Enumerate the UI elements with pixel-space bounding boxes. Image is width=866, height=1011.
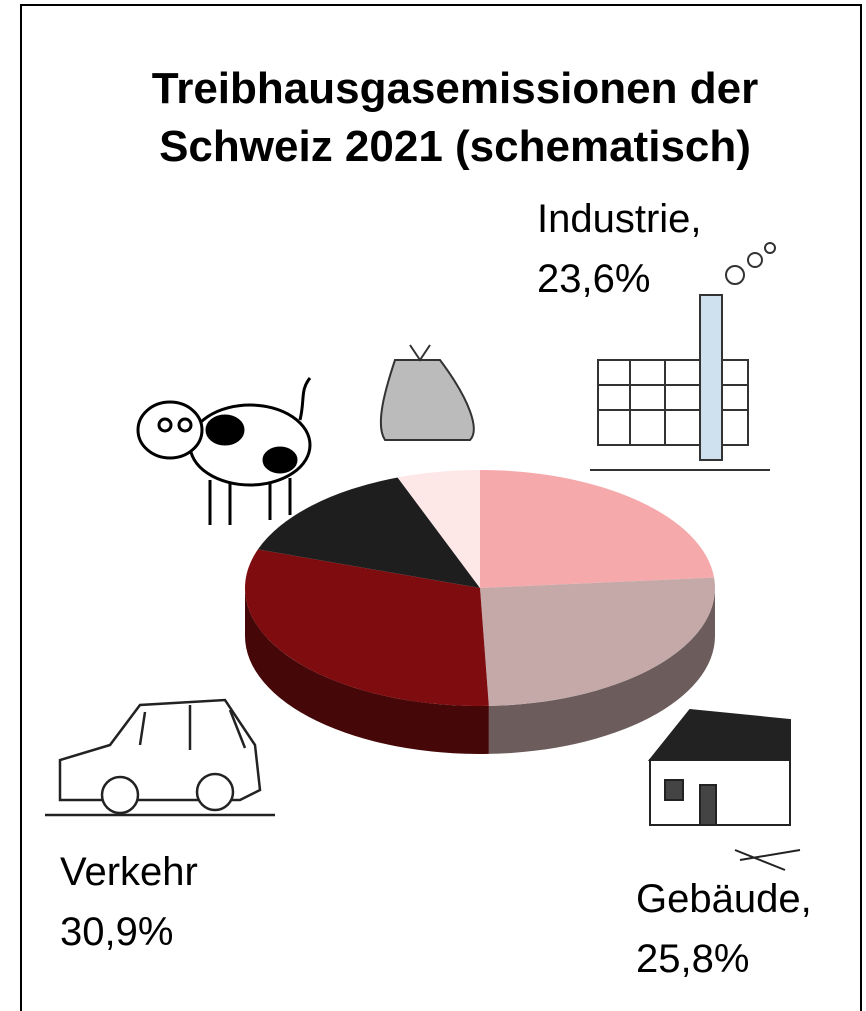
slice-label: Industrie, <box>537 197 702 241</box>
slice-label: Gebäude, <box>636 877 812 921</box>
pie-slice <box>480 577 715 706</box>
trash-bag-illustration <box>379 344 475 441</box>
chart-title: Treibhausgasemissionen der Schweiz 2021 … <box>151 64 759 171</box>
pie-slice <box>397 470 480 588</box>
pie-slice-side <box>245 588 489 754</box>
factory-illustration <box>590 242 776 471</box>
pie-slice <box>245 549 489 706</box>
pie-slice-side <box>488 588 715 754</box>
slice-value-label: 30,9% <box>60 910 173 954</box>
slice-value-label: 25,8% <box>636 937 749 981</box>
pie-slice <box>257 477 480 588</box>
slice-value-label: 23,6% <box>537 257 650 301</box>
slice-label: Verkehr <box>60 850 198 894</box>
car-illustration <box>45 698 275 817</box>
house-illustration <box>647 708 801 871</box>
cow-illustration <box>136 377 312 525</box>
frame <box>20 4 862 1011</box>
pie-slice <box>480 470 715 588</box>
